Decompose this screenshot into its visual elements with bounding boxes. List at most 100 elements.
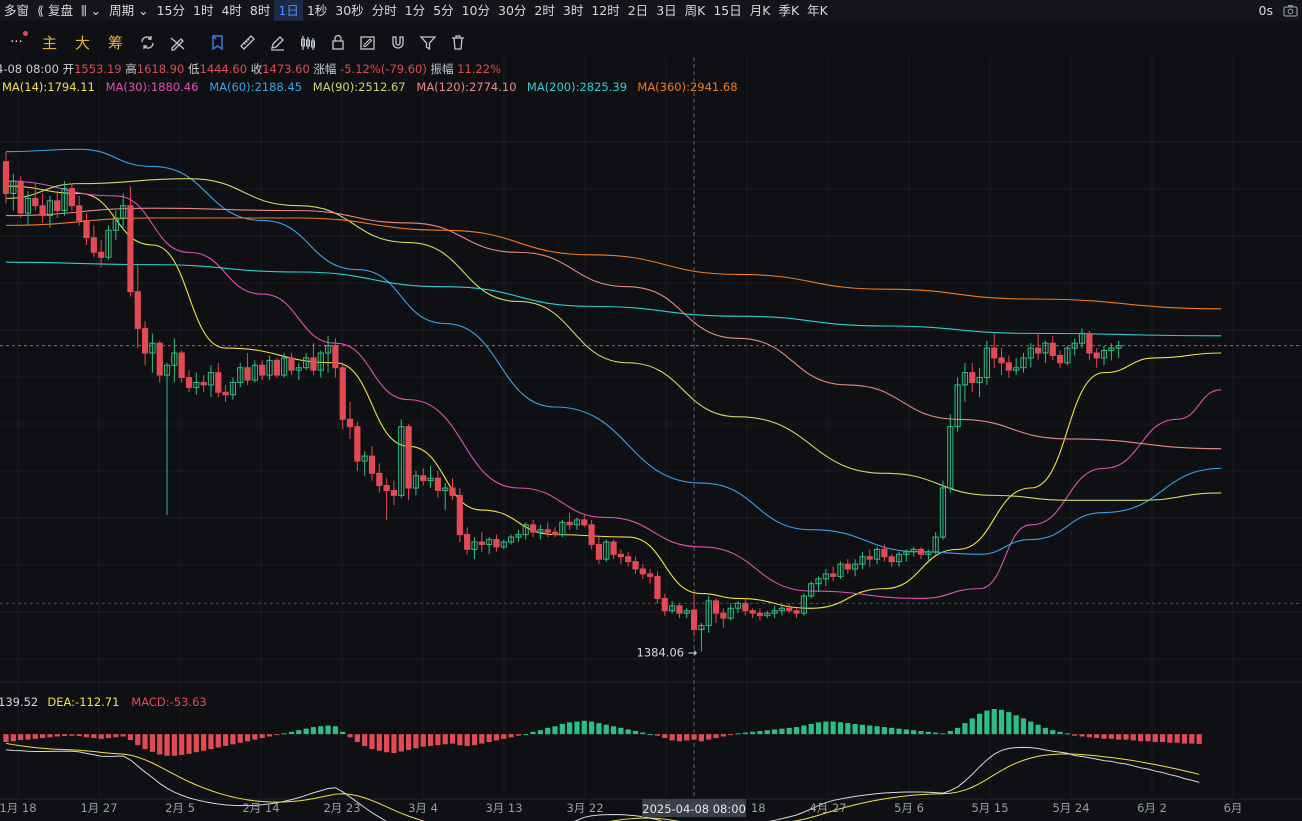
macd-bar: [83, 734, 90, 738]
candle: [1093, 348, 1100, 368]
timeframe-item[interactable]: 2日: [627, 3, 649, 18]
x-tick-label: 3月 4: [408, 801, 438, 815]
candle: [1049, 335, 1056, 361]
macd-bar: [735, 733, 741, 735]
pencil-slash-tool[interactable]: [162, 27, 192, 57]
candle: [464, 527, 471, 555]
timeframe-item[interactable]: 15分: [156, 3, 186, 18]
timeframe-item[interactable]: 1秒: [306, 3, 328, 18]
candle: [625, 551, 632, 567]
timeframe-item[interactable]: 月K: [749, 3, 771, 18]
candle: [303, 353, 310, 371]
macd-bar: [669, 734, 675, 741]
candle: [573, 517, 581, 530]
timeframe-item[interactable]: 5分: [433, 3, 454, 18]
x-tick-label: 5月 24: [1052, 801, 1089, 815]
candle: [1064, 345, 1071, 366]
ruler-tool[interactable]: [232, 27, 262, 57]
timeframe-item[interactable]: 2时: [534, 3, 555, 18]
macd-bar: [859, 724, 866, 735]
macd-bar: [713, 734, 719, 739]
timeframe-item[interactable]: 30秒: [335, 3, 364, 18]
candle: [705, 596, 712, 633]
candle: [595, 537, 603, 565]
macd-bar: [32, 734, 38, 739]
price-chart[interactable]: 1384.06 → 1月 18 1月 27 2月 5 2月 14 2月 23 3月 4 3月 …: [0, 57, 1302, 821]
macd-bar: [449, 734, 456, 744]
timeframe-item[interactable]: ⫼ ⌄: [80, 3, 102, 18]
timeframe-item[interactable]: 30分: [498, 3, 527, 18]
large-order-button[interactable]: 大: [74, 33, 90, 52]
timeframe-item[interactable]: 12时: [591, 3, 620, 18]
timeframe-item[interactable]: 多窗: [4, 3, 30, 18]
topbar-right: 0s: [1259, 0, 1298, 21]
candle: [405, 424, 412, 501]
macd-bar: [1028, 721, 1034, 735]
candle: [1071, 338, 1078, 356]
timeframe-item[interactable]: 年K: [807, 3, 828, 18]
timeframe-item[interactable]: 季K: [778, 3, 800, 18]
macd-bar: [376, 734, 382, 751]
candle: [10, 173, 17, 211]
candle: [368, 446, 376, 481]
main-indicator-button[interactable]: 主: [41, 33, 57, 52]
macd-bar: [1086, 734, 1092, 738]
trash-tool[interactable]: [442, 27, 472, 57]
candle: [676, 603, 683, 619]
timeframe-item[interactable]: 周期 ⌄: [109, 3, 149, 18]
timeframe-item[interactable]: 8时: [249, 3, 271, 18]
timeframe-item[interactable]: 1日: [274, 0, 303, 21]
macd-bar: [1013, 715, 1019, 735]
candle: [859, 551, 866, 569]
camera-icon[interactable]: [1283, 4, 1298, 17]
macd-bar: [18, 734, 24, 741]
macd-bar: [889, 727, 895, 735]
timeframe-item[interactable]: 1时: [193, 3, 214, 18]
timeframe-item[interactable]: 15日: [713, 3, 742, 18]
pen-tool[interactable]: [262, 27, 292, 57]
filter-tool[interactable]: [412, 27, 442, 57]
timeframe-item[interactable]: 1分: [404, 3, 426, 18]
timeframe-item[interactable]: 分时: [371, 3, 397, 18]
timeframe-item[interactable]: 周K: [684, 3, 706, 18]
macd-bar: [567, 722, 573, 735]
candle: [251, 360, 258, 383]
timeframe-item[interactable]: 3时: [562, 3, 584, 18]
candles-tool[interactable]: [292, 27, 322, 57]
macd-bar: [874, 726, 880, 735]
chips-button[interactable]: 筹: [107, 33, 123, 52]
candle: [529, 519, 537, 538]
magnet-tool[interactable]: [382, 27, 412, 57]
timeframe-item[interactable]: 10分: [461, 3, 491, 18]
candle: [83, 213, 90, 245]
x-tick-label: 4月 27: [809, 801, 846, 815]
candle: [273, 357, 280, 378]
macd-bar: [244, 734, 251, 742]
timeframe-item[interactable]: ⟪ 复盘: [37, 3, 73, 18]
more-button[interactable]: ···: [0, 30, 33, 50]
macd-bar: [457, 734, 463, 746]
macd-legend-item: 139.52: [0, 695, 38, 709]
candle: [295, 362, 302, 380]
macd-bar: [1189, 734, 1195, 744]
macd-bar: [413, 734, 419, 749]
timeframe-item[interactable]: 4时: [221, 3, 242, 18]
candle: [427, 465, 434, 488]
candle: [17, 176, 24, 218]
macd-bar: [171, 734, 177, 756]
macd-bar: [618, 727, 624, 735]
macd-bar: [325, 725, 331, 735]
lock-tool[interactable]: [322, 27, 352, 57]
candle: [486, 537, 493, 555]
sync-tool[interactable]: [132, 27, 162, 57]
bookmark-tool[interactable]: [202, 27, 232, 57]
macd-bar: [69, 734, 75, 736]
candle: [654, 571, 661, 604]
timeframe-item[interactable]: 3日: [656, 3, 677, 18]
candle: [756, 608, 764, 621]
macd-bar: [237, 734, 243, 743]
edit-box-tool[interactable]: [352, 27, 382, 57]
candle: [324, 335, 332, 373]
candle: [281, 353, 288, 378]
macd-bar: [728, 734, 734, 736]
